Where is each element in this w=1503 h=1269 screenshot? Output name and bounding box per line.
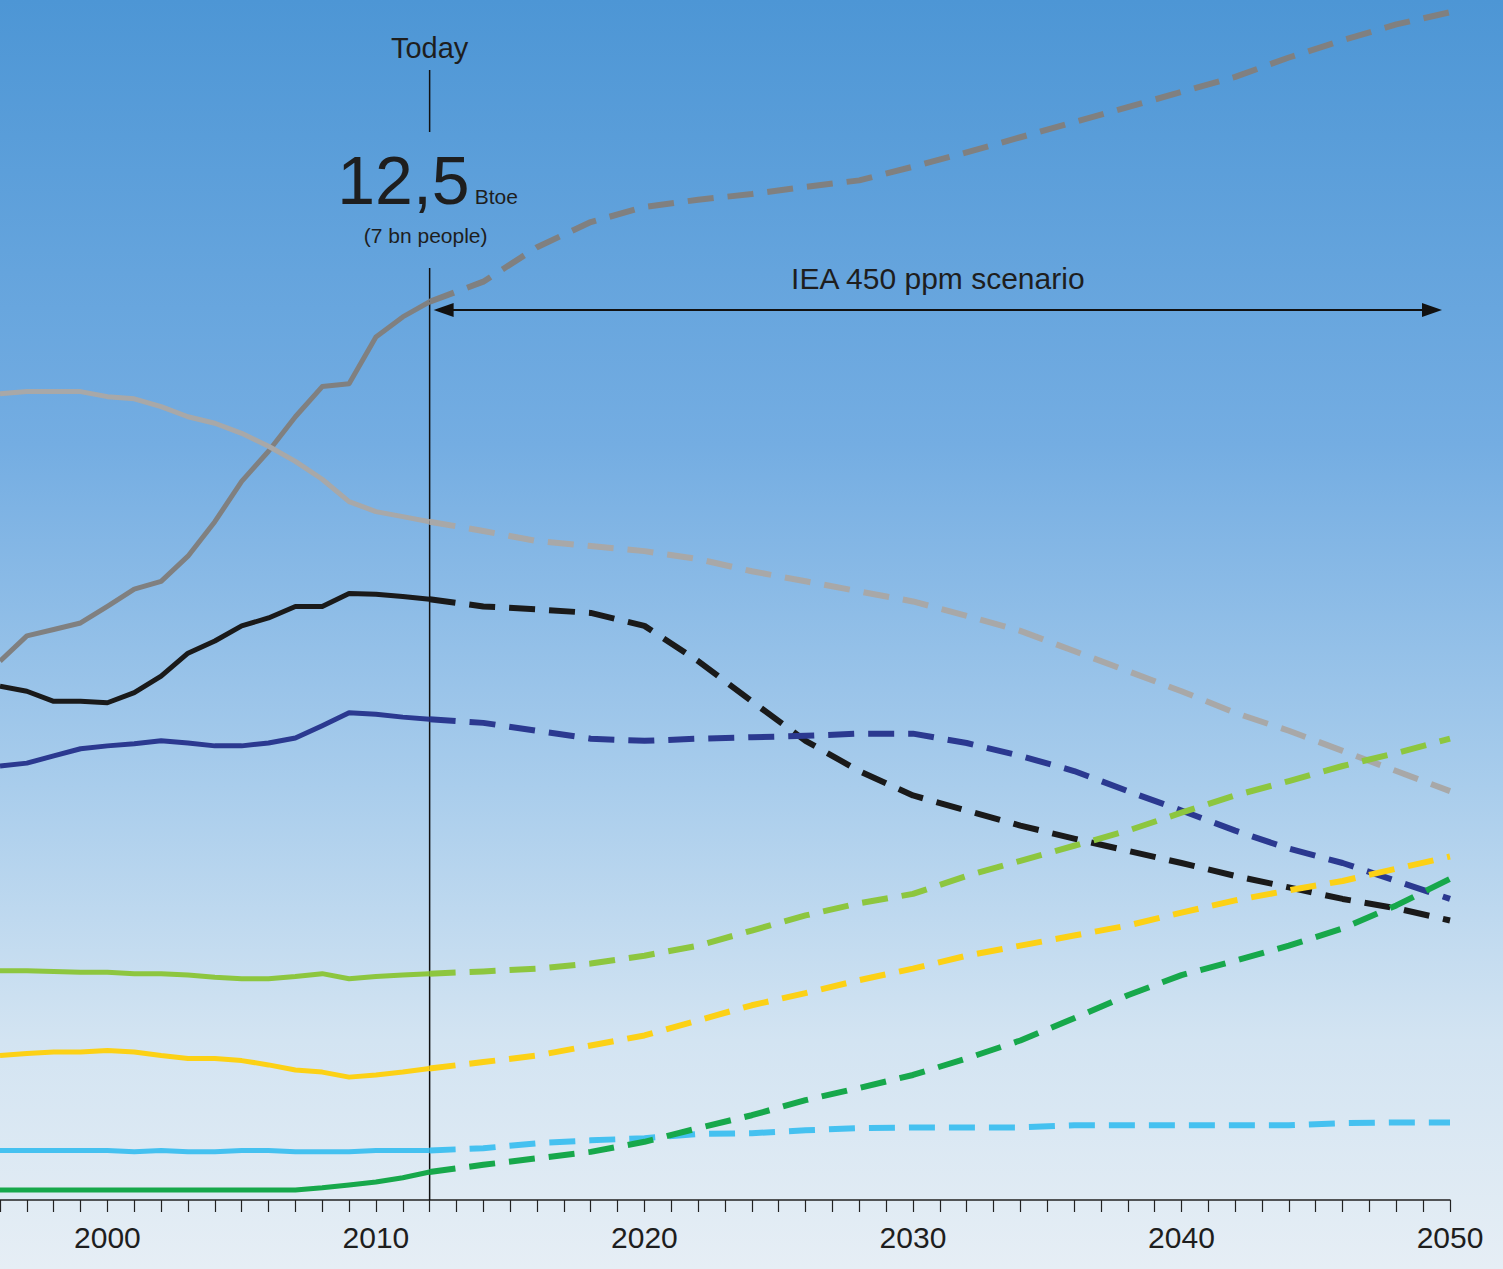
svg-text:(7 bn people): (7 bn people) xyxy=(364,224,488,247)
svg-text:12,5: 12,5 xyxy=(337,142,469,218)
svg-text:2020: 2020 xyxy=(611,1221,678,1254)
svg-text:2040: 2040 xyxy=(1148,1221,1215,1254)
svg-text:2050: 2050 xyxy=(1417,1221,1484,1254)
svg-text:Today: Today xyxy=(391,32,469,64)
svg-text:2000: 2000 xyxy=(74,1221,141,1254)
svg-text:IEA 450 ppm scenario: IEA 450 ppm scenario xyxy=(791,262,1085,295)
svg-text:Btoe: Btoe xyxy=(475,185,518,208)
svg-text:2030: 2030 xyxy=(880,1221,947,1254)
svg-text:2010: 2010 xyxy=(343,1221,410,1254)
